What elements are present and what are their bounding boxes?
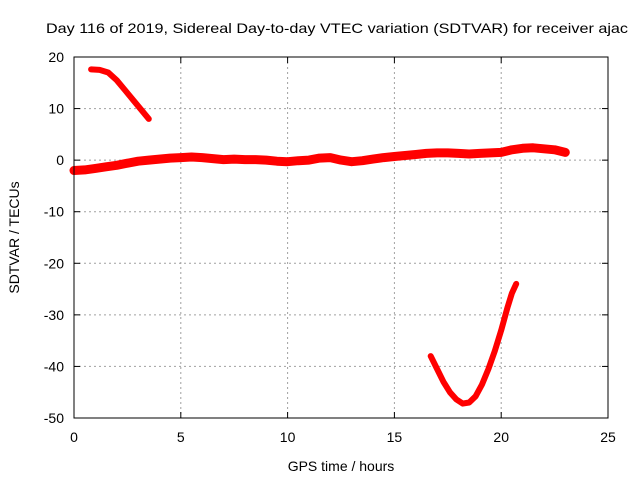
- y-tick-label: -20: [44, 255, 64, 271]
- series-arc-high-early: [88, 66, 152, 122]
- y-tick-label: -30: [44, 307, 64, 323]
- y-tick-label: -40: [44, 358, 64, 374]
- chart-title: Day 116 of 2019, Sidereal Day-to-day VTE…: [46, 20, 628, 36]
- y-tick-label: 10: [48, 101, 64, 117]
- x-axis-title: GPS time / hours: [288, 458, 395, 474]
- series-arc-main: [69, 143, 570, 175]
- x-tick-label: 25: [600, 429, 616, 445]
- y-tick-label: 0: [56, 152, 64, 168]
- x-tick-label: 20: [493, 429, 509, 445]
- plot-frame: [73, 56, 609, 419]
- tick-labels: 0 5 10 15 20 25 20 10 0 -10 -20 -30 -40 -50: [44, 49, 616, 445]
- grid-lines: [74, 57, 608, 418]
- y-tick-label: -10: [44, 204, 64, 220]
- axis-ticks: [73, 56, 609, 419]
- x-tick-label: 0: [70, 429, 78, 445]
- y-tick-label: -50: [44, 410, 64, 426]
- series-arc-low-late: [427, 280, 520, 407]
- x-tick-label: 15: [387, 429, 403, 445]
- data-series: [69, 66, 570, 407]
- x-tick-label: 10: [280, 429, 296, 445]
- y-axis-title: SDTVAR / TECUs: [6, 181, 22, 293]
- x-tick-label: 5: [177, 429, 185, 445]
- y-tick-label: 20: [48, 49, 64, 65]
